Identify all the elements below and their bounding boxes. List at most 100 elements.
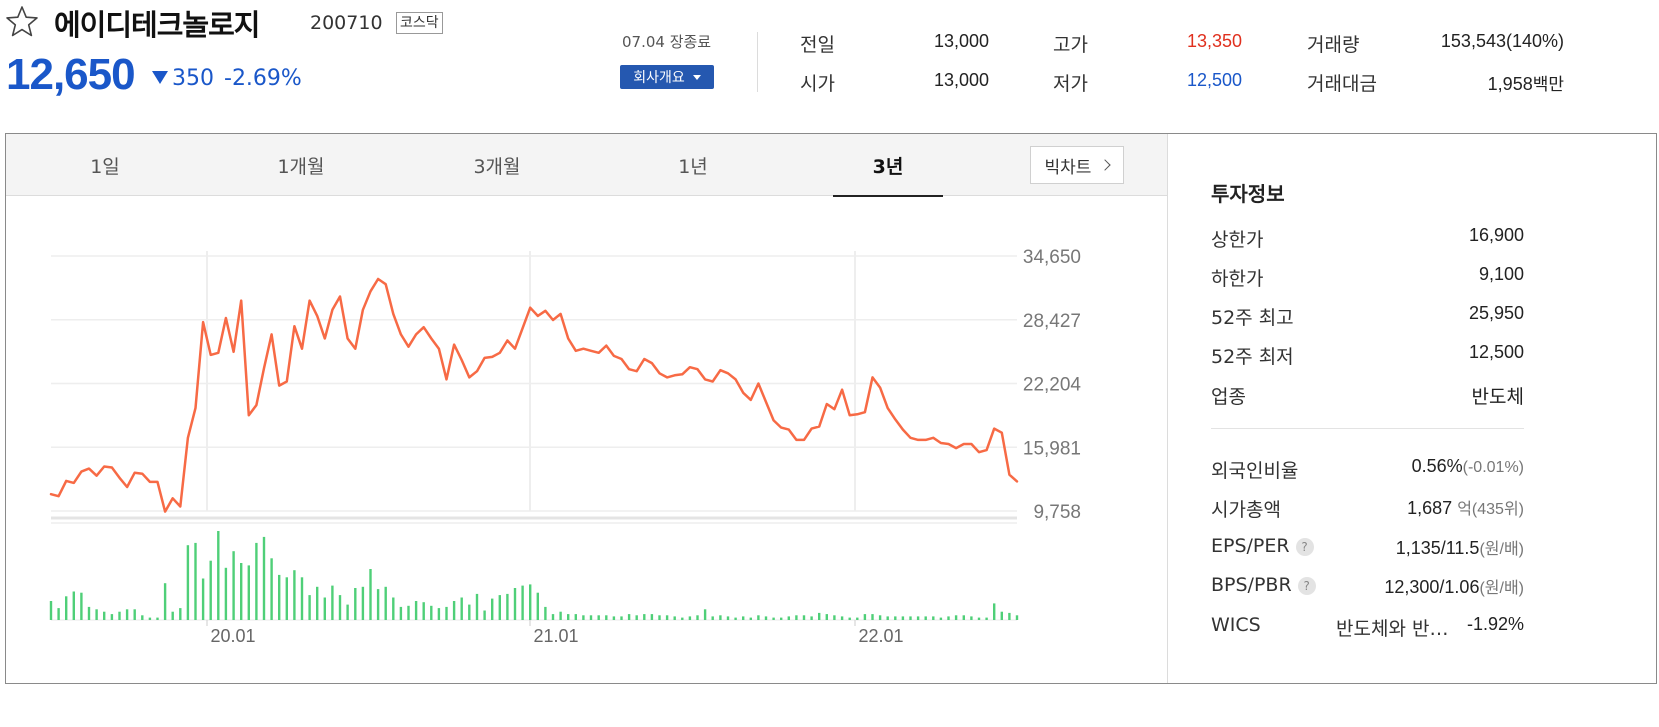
price-change: 350	[172, 66, 214, 91]
volume-bar	[620, 616, 623, 620]
volume-bar	[452, 601, 456, 620]
volume-bar	[658, 615, 661, 620]
foreign-ratio-value: 0.56%(-0.01%)	[1412, 456, 1524, 477]
tab-1year[interactable]: 1년	[638, 134, 748, 196]
volume-bar	[376, 589, 380, 620]
investment-info-panel: 투자정보 상한가 16,900 하한가 9,100 52주 최고 25,950 …	[1167, 134, 1656, 683]
volume-bar	[141, 615, 144, 620]
stock-name: 에이디테크놀로지	[54, 8, 260, 42]
price-chart: 34,650 28,427 22,204 15,981 9,758 20.01 21.01…	[49, 247, 1082, 646]
volume-bar	[338, 595, 342, 620]
volume-bar	[840, 616, 844, 620]
help-icon[interactable]: ?	[1297, 577, 1316, 595]
volume-bar	[863, 614, 867, 620]
star-icon[interactable]	[4, 4, 40, 40]
header-divider	[757, 32, 758, 92]
week52-high-value: 25,950	[1468, 303, 1524, 323]
volume-bar	[871, 614, 874, 620]
tab-label: 1일	[90, 155, 120, 178]
volume-bar	[856, 617, 859, 620]
volume-bar	[217, 531, 220, 620]
volume-bar	[939, 617, 943, 620]
volume-bar	[650, 614, 654, 620]
volume-bar	[916, 616, 920, 620]
low-value: 12,500	[1186, 70, 1242, 90]
volume-bar	[468, 604, 471, 620]
volume-bar	[460, 597, 463, 620]
bps-pbr-row: BPS/PBR? 12,300/1.06(원/배)	[1211, 574, 1524, 604]
y-axis-ticks: 34,650 28,427 22,204 15,981 9,758	[1023, 247, 1082, 523]
volume-bar	[316, 586, 319, 620]
volume-bar	[703, 609, 707, 620]
tab-1month[interactable]: 1개월	[246, 134, 356, 196]
eps-per-label-wrap: EPS/PER?	[1211, 535, 1314, 557]
sector-row: 업종 반도체	[1211, 382, 1524, 412]
stock-code: 200710	[310, 12, 383, 34]
volume-value: 153,543(140%)	[1440, 31, 1564, 51]
period-tabs: 1일 1개월 3개월 1년 3년 빅차트	[6, 134, 1167, 197]
help-icon[interactable]: ?	[1295, 538, 1314, 556]
x-tick-label: 21.01	[533, 626, 578, 646]
volume-bar	[513, 588, 517, 620]
high-label: 고가	[1053, 34, 1088, 56]
volume-bar	[422, 602, 425, 620]
wics-industry[interactable]: 반도체와 반…	[1336, 618, 1449, 640]
caret-down-icon	[692, 74, 701, 80]
company-overview-button[interactable]: 회사개요	[620, 65, 714, 89]
volume-bar	[285, 577, 288, 620]
volume-bar	[247, 565, 250, 620]
market-cap-value: 1,687 억(435위)	[1407, 495, 1524, 519]
lower-limit-row: 하한가 9,100	[1211, 264, 1524, 294]
volume-bar	[787, 616, 790, 620]
market-cap-unit: 억(435위)	[1457, 501, 1524, 518]
volume-bar	[582, 615, 585, 620]
volume-bar	[924, 616, 927, 620]
volume-bar	[1015, 615, 1019, 620]
week52-low-label: 52주 최저	[1211, 346, 1294, 368]
volume-bar	[810, 616, 813, 620]
foreign-ratio-row: 외국인비율 0.56%(-0.01%)	[1211, 456, 1524, 486]
volume-bar	[125, 609, 129, 620]
volume-bar	[57, 608, 60, 620]
volume-bar	[65, 596, 68, 620]
tab-1day[interactable]: 1일	[50, 134, 160, 196]
volume-bar	[156, 617, 159, 620]
investment-info-title: 투자정보	[1211, 182, 1285, 206]
volume-bar	[179, 608, 182, 620]
volume-bar	[627, 614, 631, 620]
volume-bar	[255, 542, 258, 620]
volume-bar	[894, 616, 897, 620]
down-triangle-icon	[152, 71, 168, 84]
upper-limit-label: 상한가	[1211, 229, 1264, 251]
volume-bar	[430, 605, 433, 620]
volume-bar	[293, 570, 296, 620]
volume-bar	[696, 615, 699, 620]
volume-bar	[346, 604, 349, 620]
volume-bar	[977, 617, 981, 620]
x-tick-label: 22.01	[858, 626, 903, 646]
volume-bar	[1000, 611, 1003, 620]
price-change-rate: -2.69%	[224, 66, 302, 91]
volume-bar	[909, 616, 912, 620]
tab-label: 3년	[872, 155, 904, 178]
trade-amount-unit: 백만	[1532, 75, 1564, 94]
tab-3years[interactable]: 3년	[833, 134, 943, 197]
wics-change-rate: -1.92%	[1466, 614, 1524, 634]
volume-bar	[194, 542, 197, 620]
volume-bar	[1008, 612, 1011, 620]
trade-amount-number: 1,958	[1487, 74, 1533, 94]
market-cap-row: 시가총액 1,687 억(435위)	[1211, 495, 1524, 525]
volume-bar	[795, 615, 798, 620]
upper-limit-value: 16,900	[1468, 225, 1524, 245]
tab-3months[interactable]: 3개월	[442, 134, 552, 196]
volume-bar	[818, 612, 821, 620]
volume-bar	[681, 617, 684, 620]
y-tick-label: 34,650	[1023, 247, 1081, 268]
week52-low-value: 12,500	[1468, 342, 1524, 362]
volume-bar	[551, 614, 555, 620]
bigchart-button[interactable]: 빅차트	[1030, 146, 1124, 184]
volume-bar	[361, 586, 365, 620]
chevron-right-icon	[1099, 159, 1112, 171]
sector-value[interactable]: 반도체	[1471, 387, 1524, 408]
eps-per-value: 1,135/11.5(원/배)	[1396, 535, 1524, 559]
